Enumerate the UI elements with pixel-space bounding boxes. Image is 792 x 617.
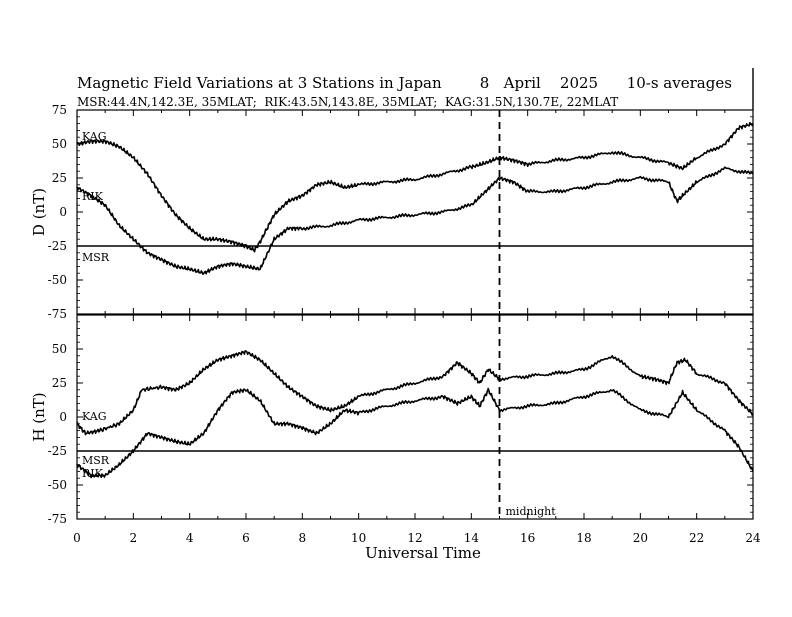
y-tick-label: 50 xyxy=(52,137,67,151)
y-tick-label: 50 xyxy=(52,342,67,356)
y-tick-label: -50 xyxy=(48,273,67,287)
y-tick-label: -75 xyxy=(48,512,67,526)
series-line-rik xyxy=(76,387,754,479)
x-tick-label: 20 xyxy=(633,531,648,545)
y-tick-label: -25 xyxy=(48,239,67,253)
series-line-rik xyxy=(76,166,754,276)
x-tick-label: 0 xyxy=(73,531,81,545)
x-axis-label: Universal Time xyxy=(365,544,481,562)
x-tick-label: 22 xyxy=(689,531,704,545)
y-tick-label: 25 xyxy=(52,171,67,185)
y-axis-label: D (nT) xyxy=(30,188,48,236)
station-label-msr: MSR xyxy=(82,454,110,467)
station-label-rik: RIK xyxy=(82,467,104,480)
station-label-kag: KAG xyxy=(82,410,107,423)
y-tick-label: 75 xyxy=(52,103,67,117)
y-axis-label: H (nT) xyxy=(30,392,48,441)
plot-frame xyxy=(76,314,754,520)
x-tick-label: 4 xyxy=(186,531,194,545)
x-tick-label: 16 xyxy=(520,531,535,545)
x-tick-label: 10 xyxy=(351,531,366,545)
station-label-kag: KAG xyxy=(82,130,107,143)
x-tick-label: 8 xyxy=(299,531,307,545)
x-tick-label: 14 xyxy=(464,531,480,545)
y-tick-label: -75 xyxy=(48,307,67,321)
station-label-msr: MSR xyxy=(82,251,110,264)
series-line-kag xyxy=(76,349,754,436)
y-tick-label: 25 xyxy=(52,376,67,390)
y-tick-label: -25 xyxy=(48,444,67,458)
series-line-kag xyxy=(76,121,754,253)
midnight-annotation: midnight xyxy=(506,505,557,518)
x-tick-label: 6 xyxy=(242,531,250,545)
panel-declination: 75 50 25 0 -25 -50 -75 D (nT) KAG RIK MSR xyxy=(30,103,754,321)
plot-frame xyxy=(76,109,754,315)
y-tick-label: 0 xyxy=(59,205,67,219)
y-tick-label: 0 xyxy=(59,410,67,424)
x-tick-label: 24 xyxy=(745,531,761,545)
x-tick-label: 18 xyxy=(576,531,591,545)
x-tick-label: 2 xyxy=(130,531,138,545)
chart-title: Magnetic Field Variations at 3 Stations … xyxy=(77,74,732,92)
station-label-rik: RIK xyxy=(82,190,104,203)
y-tick-label: -50 xyxy=(48,478,67,492)
chart-subtitle: MSR:44.4N,142.3E, 35MLAT; RIK:43.5N,143.… xyxy=(77,95,618,109)
x-tick-label: 12 xyxy=(407,531,422,545)
